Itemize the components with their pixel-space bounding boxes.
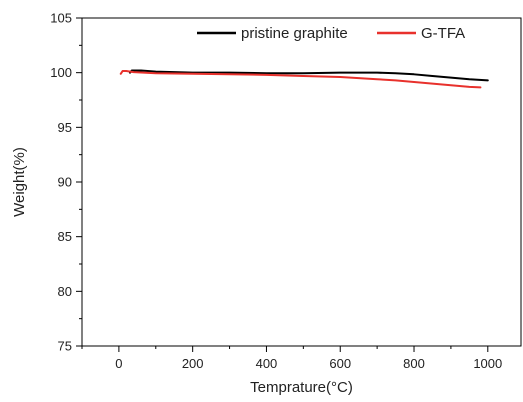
x-tick-label: 400 bbox=[256, 356, 278, 371]
x-tick-label: 1000 bbox=[473, 356, 502, 371]
y-axis-label: Weight(%) bbox=[11, 147, 28, 217]
legend-label-1: pristine graphite bbox=[241, 25, 348, 42]
plot-frame bbox=[81, 17, 522, 347]
x-tick-label: 200 bbox=[182, 356, 204, 371]
legend: pristine graphite G-TFA bbox=[197, 25, 465, 42]
legend-label-2: G-TFA bbox=[421, 25, 465, 42]
y-tick-label: 75 bbox=[58, 339, 72, 354]
y-tick-label: 105 bbox=[50, 11, 72, 26]
y-tick-label: 95 bbox=[58, 120, 72, 135]
y-tick-label: 85 bbox=[58, 229, 72, 244]
y-axis-ticks: 75 80 85 90 95 100 105 bbox=[50, 11, 82, 354]
x-axis-ticks: 0 200 400 600 800 1000 bbox=[81, 346, 502, 371]
plot-border bbox=[81, 17, 522, 347]
y-tick-label: 100 bbox=[50, 65, 72, 80]
x-tick-label: 600 bbox=[329, 356, 351, 371]
series-line-1 bbox=[128, 69, 489, 82]
x-tick-label: 0 bbox=[115, 356, 122, 371]
y-tick-label: 90 bbox=[58, 175, 72, 190]
series-layer bbox=[119, 69, 489, 89]
x-tick-label: 800 bbox=[403, 356, 425, 371]
series-line-2 bbox=[119, 70, 482, 89]
y-tick-label: 80 bbox=[58, 284, 72, 299]
x-axis-label: Temprature(°C) bbox=[250, 379, 353, 396]
